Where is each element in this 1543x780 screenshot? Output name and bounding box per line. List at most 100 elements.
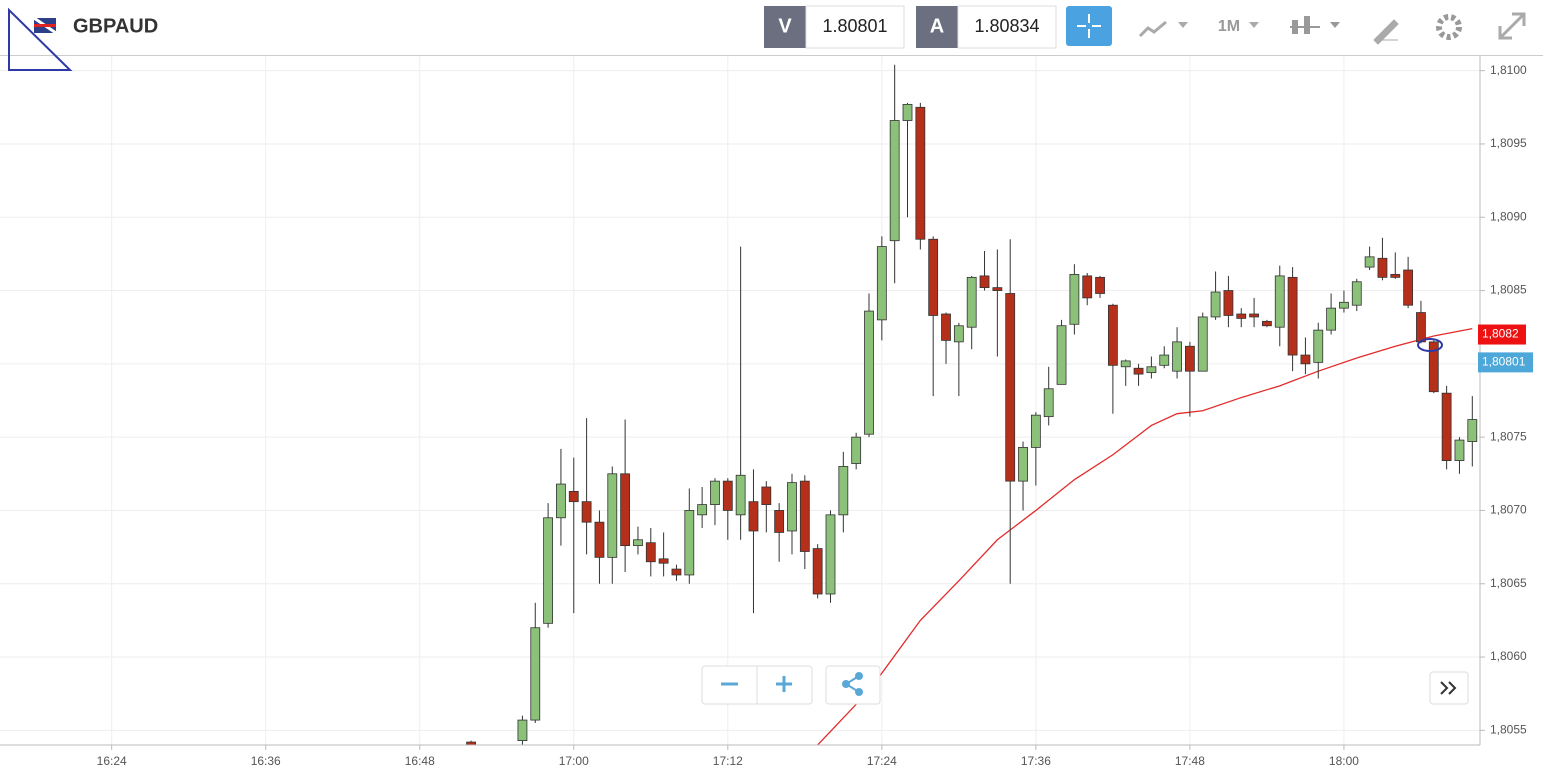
candle-body bbox=[1223, 290, 1234, 316]
candle-body bbox=[620, 473, 631, 547]
candle-body bbox=[748, 501, 759, 532]
grid bbox=[0, 56, 1480, 745]
candle-body bbox=[1441, 392, 1452, 462]
y-tick-label: 1,8055 bbox=[1490, 723, 1527, 737]
x-tick-label: 16:36 bbox=[251, 754, 281, 768]
candle-body bbox=[466, 741, 476, 745]
candle-body bbox=[710, 480, 720, 505]
plot-area bbox=[466, 64, 1478, 745]
candle-body bbox=[1185, 345, 1195, 372]
y-tick-label: 1,8100 bbox=[1490, 63, 1527, 77]
y-tick-label: 1,8070 bbox=[1490, 503, 1527, 517]
price-marker bbox=[1478, 324, 1526, 345]
candle-body bbox=[1159, 354, 1170, 366]
moving-average bbox=[817, 328, 1473, 745]
candle-body bbox=[1146, 366, 1157, 374]
candle-body bbox=[1300, 354, 1311, 365]
candle-body bbox=[1197, 316, 1208, 372]
candle-body bbox=[1082, 275, 1093, 299]
crosshair-button[interactable] bbox=[1066, 6, 1112, 46]
y-tick-label: 1,8075 bbox=[1490, 429, 1527, 443]
candle-body bbox=[979, 275, 990, 289]
candle-body bbox=[684, 510, 695, 576]
timeframe[interactable]: 1M bbox=[1218, 18, 1240, 35]
candle-body bbox=[941, 313, 951, 341]
candle-body bbox=[825, 514, 836, 595]
candle-body bbox=[645, 542, 656, 563]
candle-body bbox=[530, 627, 541, 721]
candle-body bbox=[1428, 341, 1439, 393]
candle-body bbox=[1069, 274, 1080, 325]
axes: 1,80551,80601,80651,80701,80751,80801,80… bbox=[97, 63, 1533, 768]
candle-body bbox=[1377, 257, 1388, 278]
candle-body bbox=[889, 120, 900, 242]
candle-body bbox=[966, 276, 977, 328]
candle-body bbox=[568, 490, 579, 503]
timeframe-caret bbox=[1249, 22, 1259, 28]
candle-body bbox=[1467, 419, 1478, 442]
x-tick-label: 17:00 bbox=[559, 754, 589, 768]
candle-body bbox=[1210, 291, 1221, 318]
candle-body bbox=[1403, 269, 1414, 306]
candle-body bbox=[543, 517, 554, 624]
x-tick-label: 16:48 bbox=[405, 754, 435, 768]
candle-body bbox=[1018, 447, 1028, 482]
chart-type-button[interactable] bbox=[1138, 20, 1188, 38]
x-tick-label: 17:48 bbox=[1175, 754, 1205, 768]
symbol: GBPAUD bbox=[73, 15, 158, 37]
settings-button[interactable] bbox=[1436, 14, 1462, 40]
candle-body bbox=[1351, 281, 1362, 306]
candle-body bbox=[761, 486, 772, 505]
drawing-ellipse bbox=[1417, 338, 1443, 352]
y-tick-label: 1,8085 bbox=[1490, 283, 1527, 297]
y-tick-label: 1,8090 bbox=[1490, 209, 1527, 223]
candle-body bbox=[838, 466, 849, 516]
candle-body bbox=[556, 483, 566, 519]
drawing-triangle bbox=[8, 7, 73, 71]
candle-body bbox=[1056, 325, 1067, 385]
candle-body bbox=[1120, 360, 1131, 368]
candle-body bbox=[787, 482, 797, 532]
candle-body bbox=[1249, 313, 1259, 318]
ask-badge[interactable] bbox=[916, 6, 958, 48]
x-tick-label: 17:12 bbox=[713, 754, 743, 768]
price-marker-label: 1,8082 bbox=[1482, 327, 1519, 341]
candle-body bbox=[1095, 276, 1105, 294]
candle-body bbox=[876, 246, 887, 321]
candle-body bbox=[992, 287, 1003, 291]
draw-button[interactable] bbox=[1373, 19, 1399, 45]
candle-body bbox=[851, 436, 862, 464]
y-tick-label: 1,8095 bbox=[1490, 136, 1527, 150]
candle-body bbox=[594, 521, 605, 558]
candle-body bbox=[902, 103, 913, 121]
ask-box[interactable] bbox=[957, 5, 1057, 49]
fullscreen-button[interactable] bbox=[1498, 12, 1526, 40]
zoom-in[interactable] bbox=[776, 676, 792, 692]
scroll-end-button[interactable] bbox=[1429, 671, 1469, 705]
ask-price: 1.80834 bbox=[974, 16, 1039, 36]
candle-style-button[interactable] bbox=[1290, 16, 1340, 34]
bid-label: V bbox=[778, 15, 792, 37]
x-tick-label: 16:24 bbox=[97, 754, 127, 768]
candle-body bbox=[1390, 274, 1401, 278]
candle-body bbox=[517, 719, 528, 742]
candle-body bbox=[1326, 307, 1337, 331]
candle-body bbox=[1172, 341, 1182, 372]
price-marker-label: 1,80801 bbox=[1482, 355, 1526, 369]
candle-body bbox=[1339, 301, 1349, 309]
bid-box[interactable] bbox=[805, 5, 905, 49]
share-button[interactable] bbox=[825, 665, 881, 705]
candle-body bbox=[1262, 320, 1272, 327]
bid-badge[interactable] bbox=[764, 6, 806, 48]
candle-body bbox=[812, 548, 823, 595]
candle-body bbox=[1236, 313, 1247, 319]
candle-body bbox=[658, 558, 669, 564]
candle-body bbox=[928, 238, 939, 316]
bid-price: 1.80801 bbox=[822, 16, 887, 36]
x-tick-label: 17:24 bbox=[867, 754, 897, 768]
candle-body bbox=[1287, 276, 1298, 356]
candle-body bbox=[799, 480, 810, 552]
candle-body bbox=[1274, 275, 1285, 328]
zoom-controls bbox=[701, 665, 1469, 705]
candle-body bbox=[607, 473, 618, 558]
